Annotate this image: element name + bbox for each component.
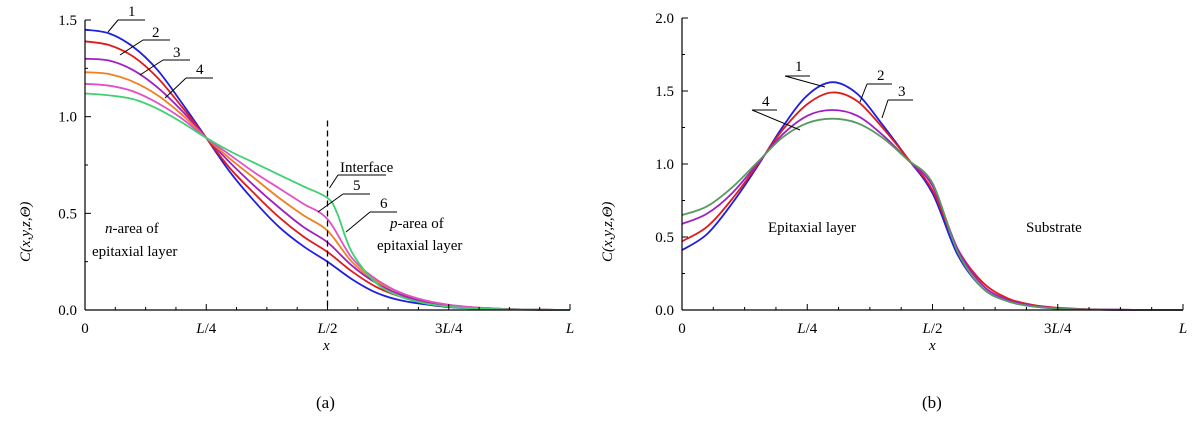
curve-label-a-1: 1 [128, 4, 136, 20]
x-tick-label-a-0: 0 [81, 321, 89, 337]
curve-label-b-4: 4 [762, 94, 770, 110]
y-axis-label-a: C(x,y,z,Θ) [18, 202, 34, 262]
series-line-b-1 [681, 81, 1183, 311]
series-group-a [84, 28, 571, 311]
annotation-interface: Interface [340, 160, 394, 176]
y-tick-label-a-0: 0.0 [58, 303, 77, 319]
curve-label-leader-a-3 [139, 59, 164, 76]
curve-label-leader-a-4 [164, 77, 187, 99]
curve-label-a-4: 4 [196, 62, 204, 78]
y-tick-label-b-2: 1.0 [655, 157, 674, 173]
annotation-substrate: Substrate [1026, 220, 1082, 236]
y-tick-label-b-0: 0.0 [655, 303, 674, 319]
series-line-b-4 [681, 117, 1183, 311]
curve-label-leader-b-4 [751, 109, 801, 131]
curve-label-a-6: 6 [380, 196, 388, 212]
annotations-b: Epitaxial layer Substrate x (b) C(x,y,z,… [600, 59, 1082, 412]
annotation-epitaxial-layer: Epitaxial layer [768, 220, 856, 236]
curve-label-leader-a-5 [317, 193, 344, 213]
series-line-b-3 [681, 109, 1183, 311]
annotation-p-area-line2: epitaxial layer [377, 238, 462, 254]
series-line-a-6 [84, 92, 571, 311]
curve-label-a-5: 5 [353, 178, 361, 194]
x-tick-label-a-3: 3L/4 [435, 321, 463, 337]
y-tick-label-a-3: 1.5 [58, 13, 77, 29]
curve-label-b-3: 3 [898, 84, 906, 100]
x-tick-label-b-4: L [1178, 321, 1187, 337]
x-tick-label-b-1: L/4 [796, 321, 818, 337]
curve-label-b-1: 1 [795, 59, 803, 75]
curve-label-leader-a-6 [345, 211, 371, 233]
y-tick-label-b-4: 2.0 [655, 11, 674, 27]
axes-a: 0.0 0.5 1.0 1.5 0 L/4 L/2 3L/4 L [58, 13, 574, 337]
curve-label-leader-b-3 [881, 99, 889, 119]
annotation-n-area-line2: epitaxial layer [92, 244, 177, 260]
x-tick-label-b-2: L/2 [921, 321, 942, 337]
curve-label-leader-b-2 [859, 83, 868, 103]
chart-panel-b: 0.0 0.5 1.0 1.5 2.0 0 L/4 L/2 3L/4 L Epitaxial la… [600, 11, 1187, 412]
y-tick-label-b-1: 0.5 [655, 230, 674, 246]
y-axis-label-b: C(x,y,z,Θ) [600, 202, 616, 262]
curve-label-a-2: 2 [152, 25, 160, 41]
x-axis-label-b: x [928, 338, 936, 354]
x-tick-label-a-2: L/2 [316, 321, 337, 337]
x-tick-label-a-4: L [565, 321, 574, 337]
y-tick-label-a-2: 1.0 [58, 110, 77, 126]
chart-panel-a: 0.0 0.5 1.0 1.5 0 L/4 L/2 3L/4 L Interface n-are… [18, 4, 574, 412]
series-line-a-1 [84, 28, 571, 311]
panel-caption-a: (a) [316, 393, 335, 412]
series-line-b-2 [681, 91, 1183, 311]
x-tick-label-a-1: L/4 [195, 321, 217, 337]
axes-b: 0.0 0.5 1.0 1.5 2.0 0 L/4 L/2 3L/4 L [655, 11, 1187, 337]
curve-label-leader-b-1 [784, 75, 826, 88]
y-tick-label-a-1: 0.5 [58, 206, 77, 222]
panel-caption-b: (b) [922, 393, 942, 412]
x-tick-label-b-0: 0 [678, 321, 686, 337]
annotations-a: Interface n-area of epitaxial layer p-ar… [18, 4, 462, 412]
annotation-p-area-line1: p-area of [389, 216, 444, 232]
x-tick-label-b-3: 3L/4 [1044, 321, 1072, 337]
y-tick-label-b-3: 1.5 [655, 84, 674, 100]
curve-label-a-3: 3 [173, 45, 181, 61]
curve-label-leader-a-2 [119, 39, 144, 56]
annotation-n-area-line1: n-area of [105, 221, 159, 237]
series-group-b [681, 81, 1183, 311]
x-axis-label-a: x [322, 338, 330, 354]
curve-label-leader-a-1 [107, 19, 119, 33]
curve-label-b-2: 2 [877, 68, 885, 84]
interface-leader [329, 174, 339, 189]
